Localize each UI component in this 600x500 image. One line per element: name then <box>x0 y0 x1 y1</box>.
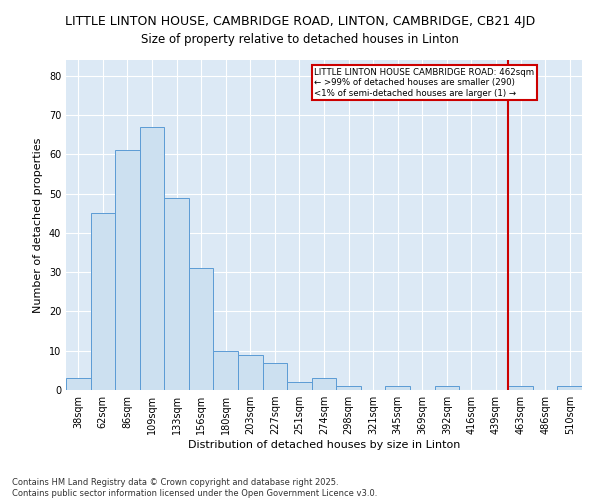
Y-axis label: Number of detached properties: Number of detached properties <box>33 138 43 312</box>
Bar <box>164 198 189 390</box>
Bar <box>287 382 312 390</box>
Bar <box>91 213 115 390</box>
Bar <box>508 386 533 390</box>
Bar <box>66 378 91 390</box>
Bar <box>115 150 140 390</box>
X-axis label: Distribution of detached houses by size in Linton: Distribution of detached houses by size … <box>188 440 460 450</box>
Text: LITTLE LINTON HOUSE CAMBRIDGE ROAD: 462sqm
← >99% of detached houses are smaller: LITTLE LINTON HOUSE CAMBRIDGE ROAD: 462s… <box>314 68 534 98</box>
Bar <box>557 386 582 390</box>
Bar <box>312 378 336 390</box>
Bar <box>189 268 214 390</box>
Bar <box>238 354 263 390</box>
Bar <box>385 386 410 390</box>
Bar <box>434 386 459 390</box>
Bar <box>263 362 287 390</box>
Text: Contains HM Land Registry data © Crown copyright and database right 2025.
Contai: Contains HM Land Registry data © Crown c… <box>12 478 377 498</box>
Bar <box>140 127 164 390</box>
Text: LITTLE LINTON HOUSE, CAMBRIDGE ROAD, LINTON, CAMBRIDGE, CB21 4JD: LITTLE LINTON HOUSE, CAMBRIDGE ROAD, LIN… <box>65 15 535 28</box>
Bar <box>336 386 361 390</box>
Bar <box>214 350 238 390</box>
Text: Size of property relative to detached houses in Linton: Size of property relative to detached ho… <box>141 32 459 46</box>
